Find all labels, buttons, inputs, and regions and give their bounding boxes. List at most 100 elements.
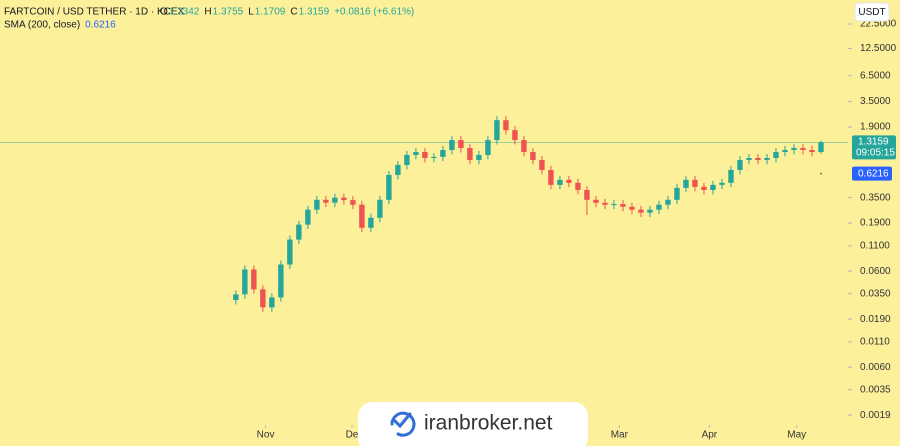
y-tick-label: 0.0110 — [860, 337, 890, 348]
candle-body — [656, 204, 662, 210]
change: +0.0816 (+6.61%) — [334, 7, 414, 18]
sma-price-box — [852, 166, 892, 181]
y-tick-label: 0.0035 — [860, 384, 891, 395]
currency-label[interactable]: USDT — [858, 7, 885, 18]
candle-body — [278, 264, 284, 298]
currency-button[interactable]: USDT — [854, 2, 890, 22]
candle-body — [431, 156, 437, 158]
indicator-value: 0.6216 — [85, 20, 116, 31]
candle-body — [629, 206, 635, 210]
candle-body — [719, 182, 725, 185]
candle-body — [728, 169, 734, 183]
candle-body — [557, 179, 563, 185]
watermark-text: iranbroker.net — [424, 412, 553, 435]
candle-body — [683, 179, 689, 188]
candle-body — [530, 152, 536, 160]
last-price-label: 1.3159 — [858, 137, 889, 148]
y-tick-label: 0.0600 — [860, 266, 891, 277]
candle-body — [503, 120, 509, 131]
watermark: iranbroker.net — [358, 402, 588, 446]
candle-body — [260, 289, 266, 308]
candle-body — [521, 140, 527, 153]
candle-body — [800, 148, 806, 151]
ohlc-key: H — [204, 7, 211, 18]
candle-body — [782, 150, 788, 153]
candle-body — [773, 152, 779, 158]
last-price-box — [852, 135, 896, 160]
legend: FARTCOIN / USD TETHER · 1D · KCEX SMA (2… — [4, 7, 414, 31]
y-tick-label: 0.0350 — [860, 288, 891, 299]
candle-body — [737, 159, 743, 170]
x-tick-label: Nov — [257, 430, 275, 441]
y-tick-label: 0.0060 — [860, 362, 891, 373]
candle-body — [251, 269, 257, 290]
y-tick-label: 1.9000 — [860, 122, 891, 133]
candle-body — [323, 199, 329, 203]
candle-body — [341, 197, 347, 201]
ohlc-value: 1.2342 — [169, 7, 200, 18]
candle-body — [593, 199, 599, 203]
candle-body — [485, 140, 491, 155]
y-tick-label: 12.5000 — [860, 43, 897, 54]
candle-body — [386, 174, 392, 200]
y-tick-label: 22.5000 — [860, 19, 897, 30]
candle-body — [701, 186, 707, 191]
candle-body — [332, 197, 338, 203]
candle-body — [359, 204, 365, 228]
indicator-name: SMA (200, close) — [4, 20, 80, 31]
candle-body — [755, 157, 761, 160]
candle-body — [458, 140, 464, 149]
x-tick-label: De — [346, 430, 359, 441]
y-tick-label: 3.5000 — [860, 96, 891, 107]
candle-body — [413, 152, 419, 155]
candle-body — [467, 148, 473, 160]
candle-body — [233, 294, 239, 301]
sma-point — [819, 172, 822, 175]
x-tick-label: May — [787, 430, 806, 441]
y-tick-label: 0.1900 — [860, 218, 891, 229]
x-tick-label: Mar — [611, 430, 629, 441]
candle-body — [368, 217, 374, 228]
candle-body — [404, 154, 410, 165]
candle-body — [494, 120, 500, 141]
candle-body — [791, 148, 797, 151]
ohlc-key: L — [248, 7, 254, 18]
countdown: 09:05:15 — [856, 148, 895, 159]
candle-body — [269, 297, 275, 308]
ohlc-value: 1.3755 — [213, 7, 244, 18]
y-tick-label: 0.3500 — [860, 192, 891, 203]
candle-body — [710, 184, 716, 191]
candle-body — [440, 150, 446, 157]
ohlc-key: O — [160, 7, 168, 18]
candle-body — [692, 179, 698, 187]
y-tick-label: 0.0190 — [860, 314, 891, 325]
ohlc-value: 1.1709 — [255, 7, 286, 18]
candle-body — [818, 142, 824, 153]
candle-body — [287, 239, 293, 265]
candle-body — [395, 164, 401, 175]
candle-body — [764, 157, 770, 160]
y-tick-label: 0.1100 — [860, 241, 890, 252]
candle-body — [548, 169, 554, 185]
candle-body — [539, 159, 545, 170]
candle-body — [584, 189, 590, 200]
candle-body — [422, 152, 428, 158]
candle-body — [476, 154, 482, 160]
candle-body — [314, 199, 320, 210]
candle-body — [242, 269, 248, 295]
candle-body — [611, 204, 617, 206]
candle-body — [377, 199, 383, 218]
y-tick-label: 6.5000 — [860, 70, 891, 81]
candle-body — [575, 182, 581, 190]
y-tick-label: 0.0019 — [860, 410, 891, 421]
candle-body — [350, 200, 356, 205]
candle-body — [296, 224, 302, 240]
candle-body — [305, 209, 311, 225]
candle-body — [449, 140, 455, 151]
currency-button-box[interactable] — [854, 2, 890, 22]
watermark-icon — [390, 411, 416, 437]
candle-body — [809, 150, 815, 153]
candle-body — [620, 204, 626, 207]
